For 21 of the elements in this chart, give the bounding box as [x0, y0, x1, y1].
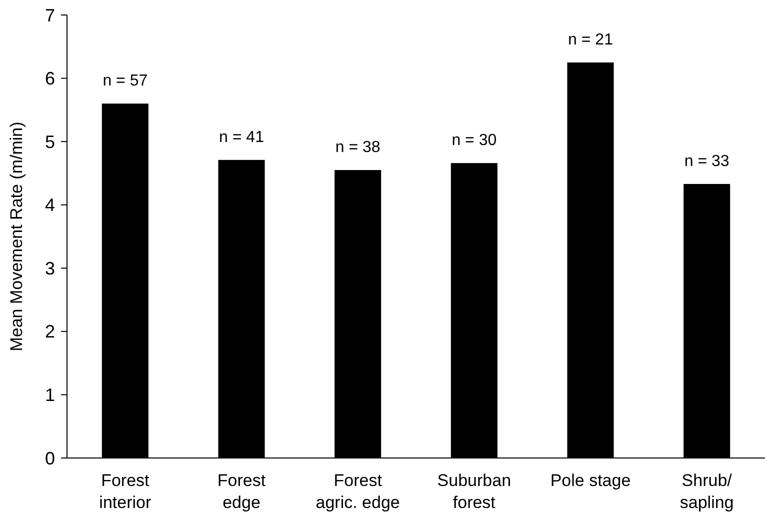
annotation: n = 41	[219, 128, 264, 146]
annotation: n = 38	[335, 139, 380, 156]
annotation: n = 33	[684, 152, 730, 170]
x-tick-label: Forest interior	[99, 471, 152, 512]
annotation: n = 30	[452, 132, 497, 150]
x-tick-label: Forest agric. edge	[316, 471, 400, 512]
y-tick-label: 4	[44, 195, 55, 216]
y-tick-label: 7	[44, 5, 55, 26]
y-axis-title: Mean Movement Rate (m/min)	[7, 122, 26, 352]
x-tick-label: Suburban forest	[437, 471, 512, 512]
y-tick-label: 3	[44, 258, 55, 278]
x-tick-label: Forest edge	[217, 471, 266, 512]
y-tick-label: 1	[44, 385, 55, 406]
annotation: n = 21	[568, 31, 614, 48]
x-tick-label: Pole stage	[550, 471, 631, 490]
y-tick-label: 2	[44, 322, 55, 342]
x-tick-label: Shrub/ sapling	[680, 471, 734, 512]
y-tick-label: 0	[44, 448, 55, 468]
y-tick-label: 5	[44, 132, 55, 152]
y-tick-label: 6	[44, 68, 55, 89]
annotation: n = 57	[102, 72, 148, 90]
